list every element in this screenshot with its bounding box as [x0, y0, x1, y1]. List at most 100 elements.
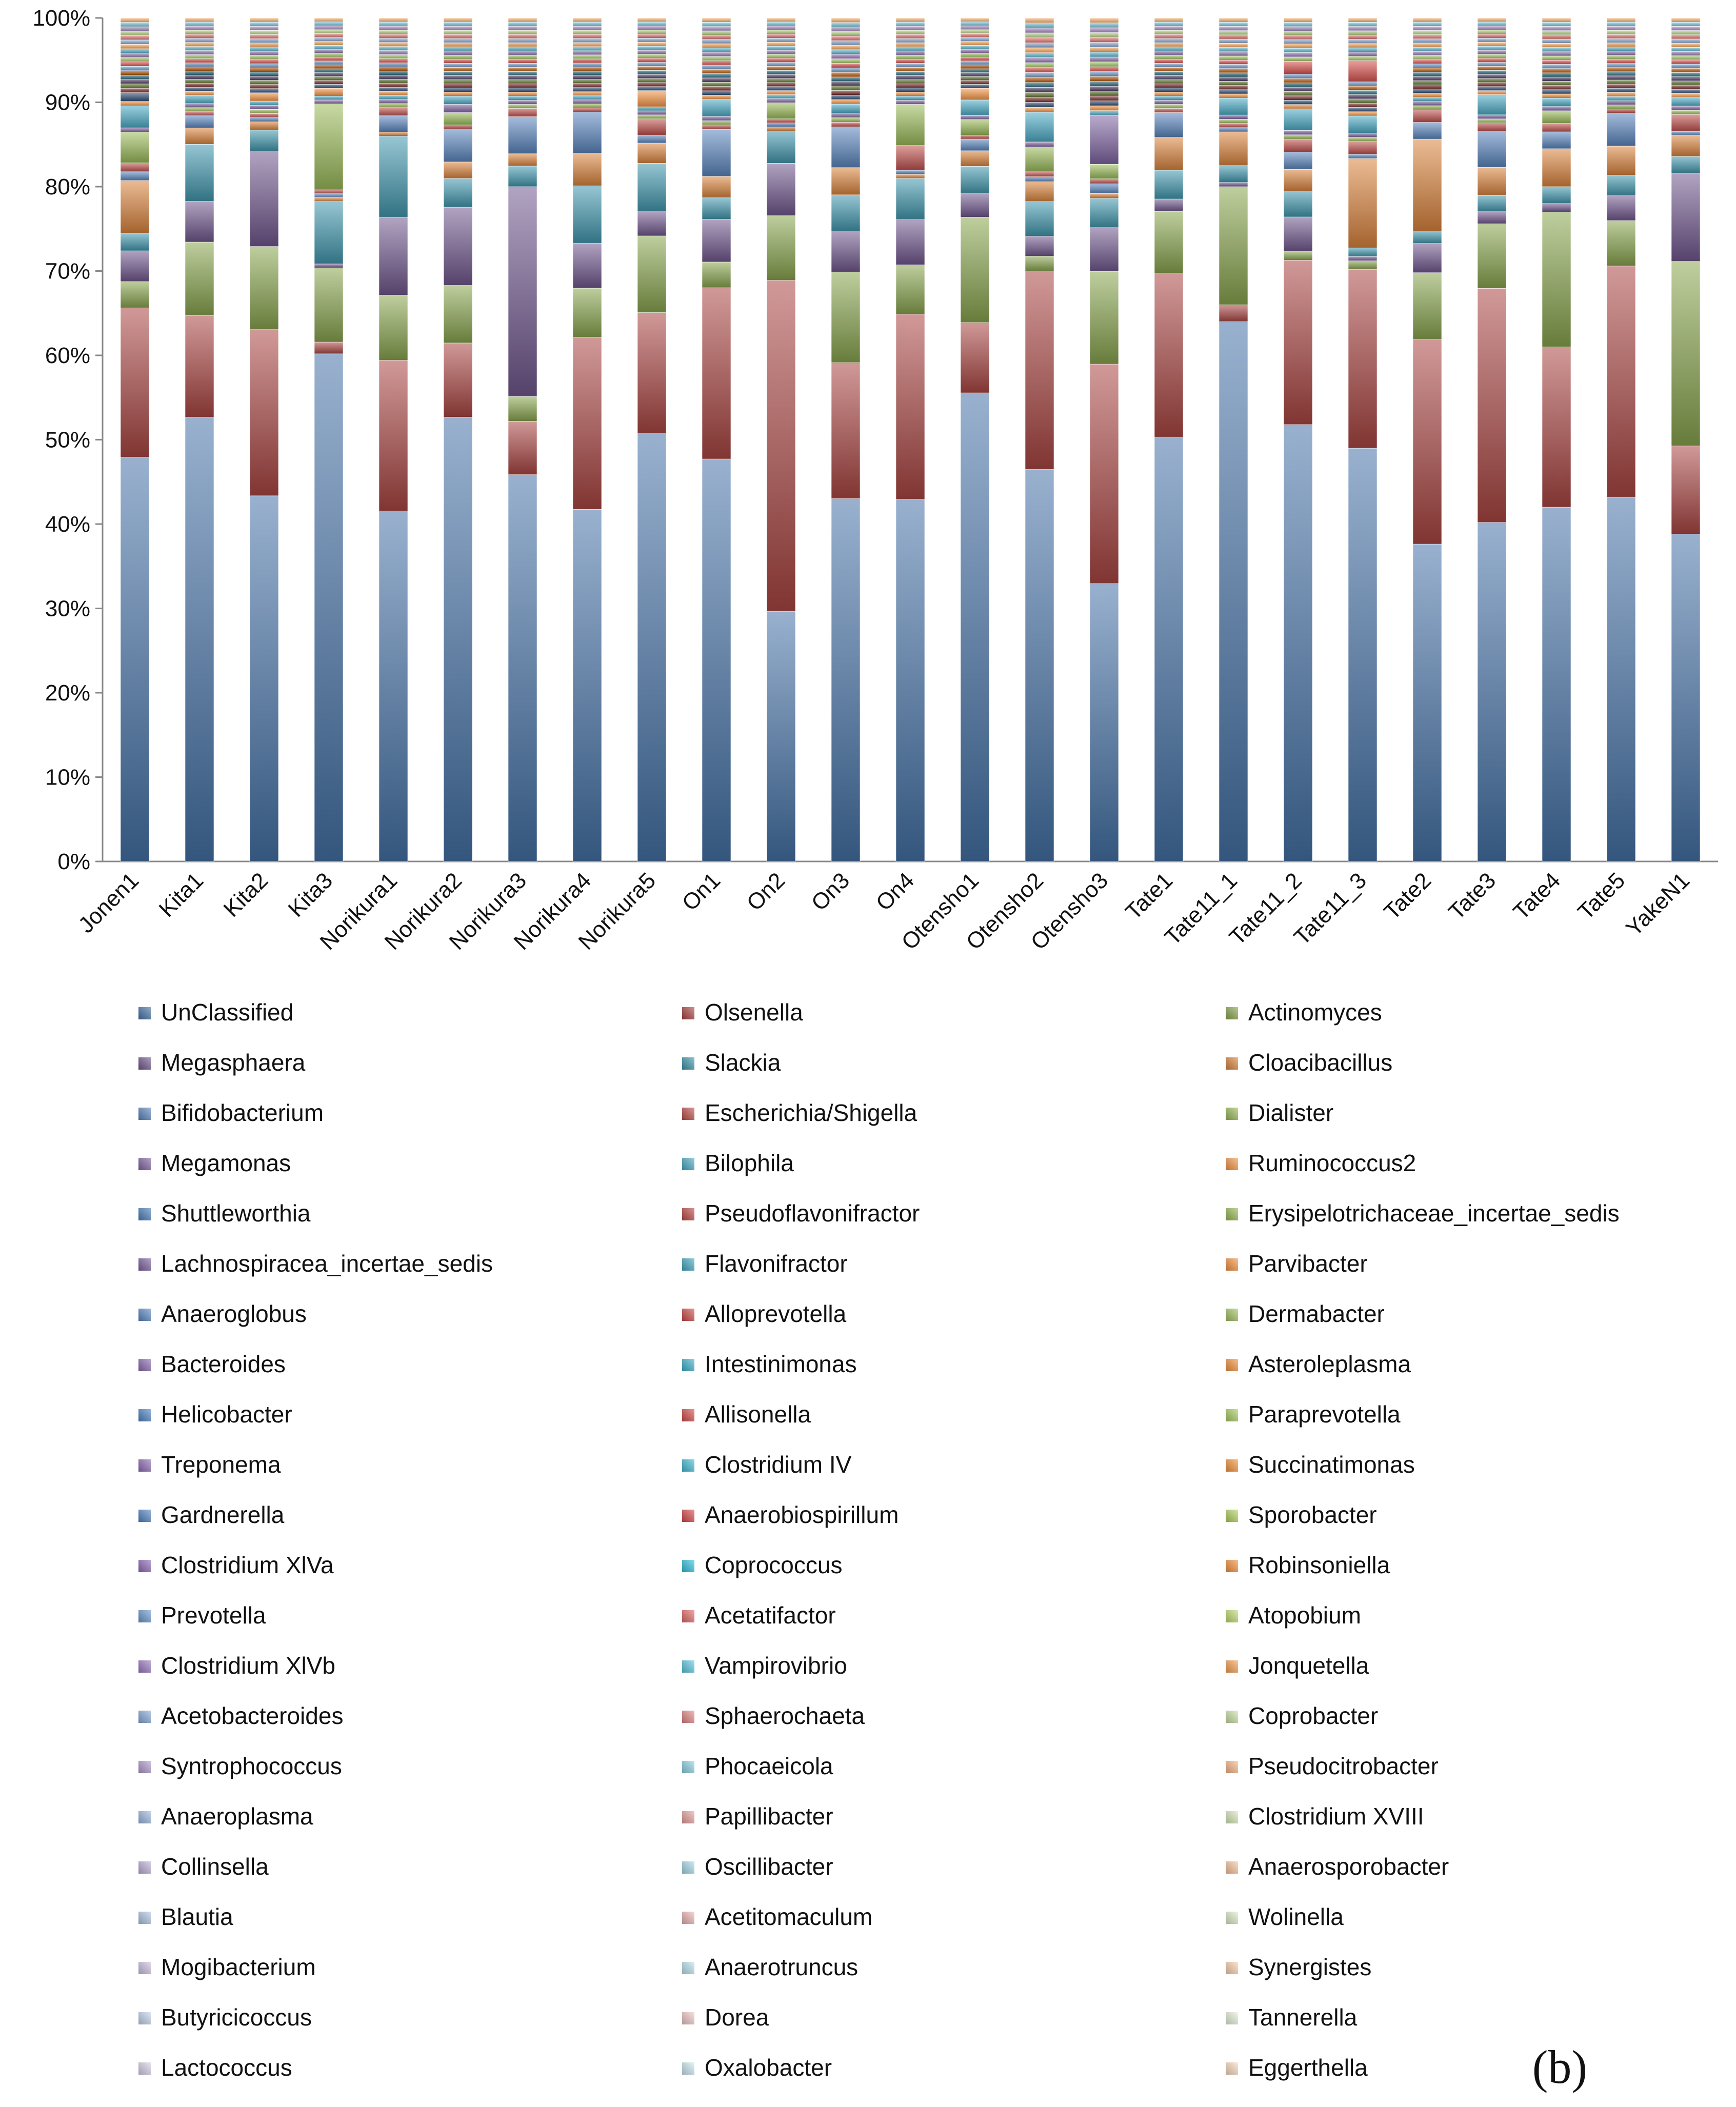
- bar-norikura1: [378, 17, 408, 862]
- bar-segment-unclassified: [1219, 321, 1248, 862]
- bar-segment-succinatimonas: [1089, 17, 1119, 23]
- bar-segment-treponema: [378, 26, 408, 31]
- bar-segment-allisonella: [1154, 34, 1184, 39]
- bar-segment-pseudoflavonifractor: [1348, 103, 1378, 108]
- bar-segment-bilophila: [1671, 97, 1701, 107]
- bar-segment-alloprevotella: [249, 59, 279, 64]
- bar-segment-bifidobacterium: [766, 123, 796, 127]
- legend-label: Jonquetella: [1248, 1652, 1369, 1679]
- bar-segment-megasphaera: [249, 151, 279, 247]
- bar-segment-unclassified: [895, 499, 925, 862]
- legend-item-allisonella: Allisonella: [682, 1401, 811, 1428]
- bar-segment-dialister: [702, 121, 731, 126]
- bar-segment-bacteroides: [508, 50, 537, 55]
- bar-segment-treponema: [1348, 26, 1378, 31]
- bar-segment-pseudoflavonifractor: [185, 83, 214, 88]
- bar-tate11-2: [1283, 17, 1313, 862]
- bar-segment-ruminococcus2: [1219, 93, 1248, 98]
- legend-item-unclassified: UnClassified: [138, 999, 293, 1026]
- bar-segment-parvibacter: [120, 70, 150, 75]
- bar-segment-dermabacter: [960, 53, 990, 57]
- bar-segment-parvibacter: [443, 67, 473, 72]
- bar-segment-parvibacter: [1283, 78, 1313, 83]
- bar-segment-megasphaera: [1477, 211, 1507, 224]
- bar-segment-actinomyces: [1477, 224, 1507, 289]
- bar-segment-megamonas: [378, 99, 408, 104]
- bar-segment-dermabacter: [1412, 55, 1442, 60]
- bar-segment-asteroleplasma: [1283, 44, 1313, 49]
- legend-item-lachnospiracea-incertae-sedis: Lachnospiracea_incertae_sedis: [138, 1250, 493, 1277]
- bar-segment-bacteroides: [120, 53, 150, 58]
- bar-segment-olsenella: [1606, 266, 1636, 498]
- legend-label: Acetitomaculum: [705, 1903, 872, 1930]
- bar-segment-dermabacter: [1154, 54, 1184, 59]
- bar-jonen1: [120, 17, 150, 862]
- bar-segment-escherichia-shigella: [831, 122, 861, 127]
- bar-segment-intestinimonas: [1154, 46, 1184, 51]
- bar-segment-treponema: [1542, 26, 1571, 31]
- bar-segment-dermabacter: [314, 53, 344, 57]
- bar-segment-shuttleworthia: [1089, 101, 1119, 106]
- legend-swatch: [1226, 1560, 1238, 1572]
- bar-otensho1: [960, 17, 990, 862]
- bar-segment-bifidobacterium: [378, 115, 408, 132]
- legend-label: Papillibacter: [705, 1803, 833, 1830]
- bar-segment-erysipelotrichaceae-incertae-sedis: [1412, 80, 1442, 85]
- bar-segment-bacteroides: [249, 51, 279, 56]
- bar-segment-cloacibacillus: [766, 127, 796, 131]
- legend-swatch: [1226, 1057, 1238, 1070]
- bar-segment-olsenella: [443, 343, 473, 417]
- legend-label: Bilophila: [705, 1150, 794, 1176]
- panel-label: (b): [1532, 2041, 1587, 2093]
- bar-segment-allisonella: [443, 34, 473, 39]
- bar-segment-unclassified: [1606, 497, 1636, 862]
- bar-segment-lachnospiracea-incertae-sedis: [1219, 76, 1248, 82]
- legend-item-parvibacter: Parvibacter: [1226, 1250, 1368, 1277]
- bar-segment-clostridium-iv: [1348, 22, 1378, 27]
- bar-segment-allisonella: [1283, 35, 1313, 40]
- bar-segment-allisonella: [508, 34, 537, 39]
- bar-segment-succinatimonas: [1348, 17, 1378, 23]
- bar-segment-actinomyces: [766, 215, 796, 280]
- legend-label: Dialister: [1248, 1099, 1333, 1126]
- legend-swatch: [1226, 2062, 1238, 2075]
- bar-segment-paraprevotella: [185, 30, 214, 35]
- bar-segment-allisonella: [637, 34, 667, 38]
- legend-label: Shuttleworthia: [161, 1200, 311, 1227]
- bar-on1: [702, 17, 731, 862]
- legend-item-treponema: Treponema: [138, 1451, 281, 1478]
- bar-segment-parvibacter: [508, 67, 537, 72]
- bar-segment-alloprevotella: [702, 61, 731, 66]
- bar-segment-erysipelotrichaceae-incertae-sedis: [120, 84, 150, 89]
- legend-label: Oxalobacter: [705, 2054, 832, 2081]
- bar-segment-ruminococcus2: [443, 92, 473, 96]
- bar-segment-olsenella: [1025, 271, 1054, 470]
- bar-segment-dialister: [1542, 110, 1571, 124]
- bar-segment-megamonas: [702, 116, 731, 121]
- bar-segment-megasphaera: [766, 163, 796, 216]
- legend-label: Clostridium IV: [705, 1451, 852, 1478]
- bar-segment-alloprevotella: [1412, 59, 1442, 64]
- bar-segment-bifidobacterium: [572, 112, 602, 153]
- bar-segment-succinatimonas: [960, 17, 990, 22]
- bar-segment-alloprevotella: [314, 56, 344, 62]
- bar-segment-olsenella: [766, 280, 796, 612]
- bar-segment-flavonifractor: [314, 68, 344, 73]
- bar-segment-bacteroides: [637, 50, 667, 55]
- bar-segment-alloprevotella: [185, 58, 214, 63]
- bar-segment-pseudoflavonifractor: [895, 84, 925, 88]
- legend-swatch: [682, 1962, 694, 1974]
- bar-segment-paraprevotella: [120, 31, 150, 36]
- bar-segment-succinatimonas: [314, 17, 344, 22]
- bar-segment-anaeroglobus: [637, 62, 667, 67]
- legend-item-oxalobacter: Oxalobacter: [682, 2054, 832, 2081]
- legend-item-anaerobiospirillum: Anaerobiospirillum: [682, 1501, 899, 1528]
- legend-swatch: [682, 1459, 694, 1472]
- legend-swatch: [138, 1158, 151, 1170]
- bar-segment-intestinimonas: [185, 46, 214, 51]
- bar-segment-ruminococcus2: [1412, 93, 1442, 98]
- bar-segment-intestinimonas: [702, 48, 731, 53]
- bar-segment-slackia: [637, 163, 667, 212]
- bar-segment-shuttleworthia: [702, 90, 731, 95]
- bar-segment-ruminococcus2: [508, 92, 537, 96]
